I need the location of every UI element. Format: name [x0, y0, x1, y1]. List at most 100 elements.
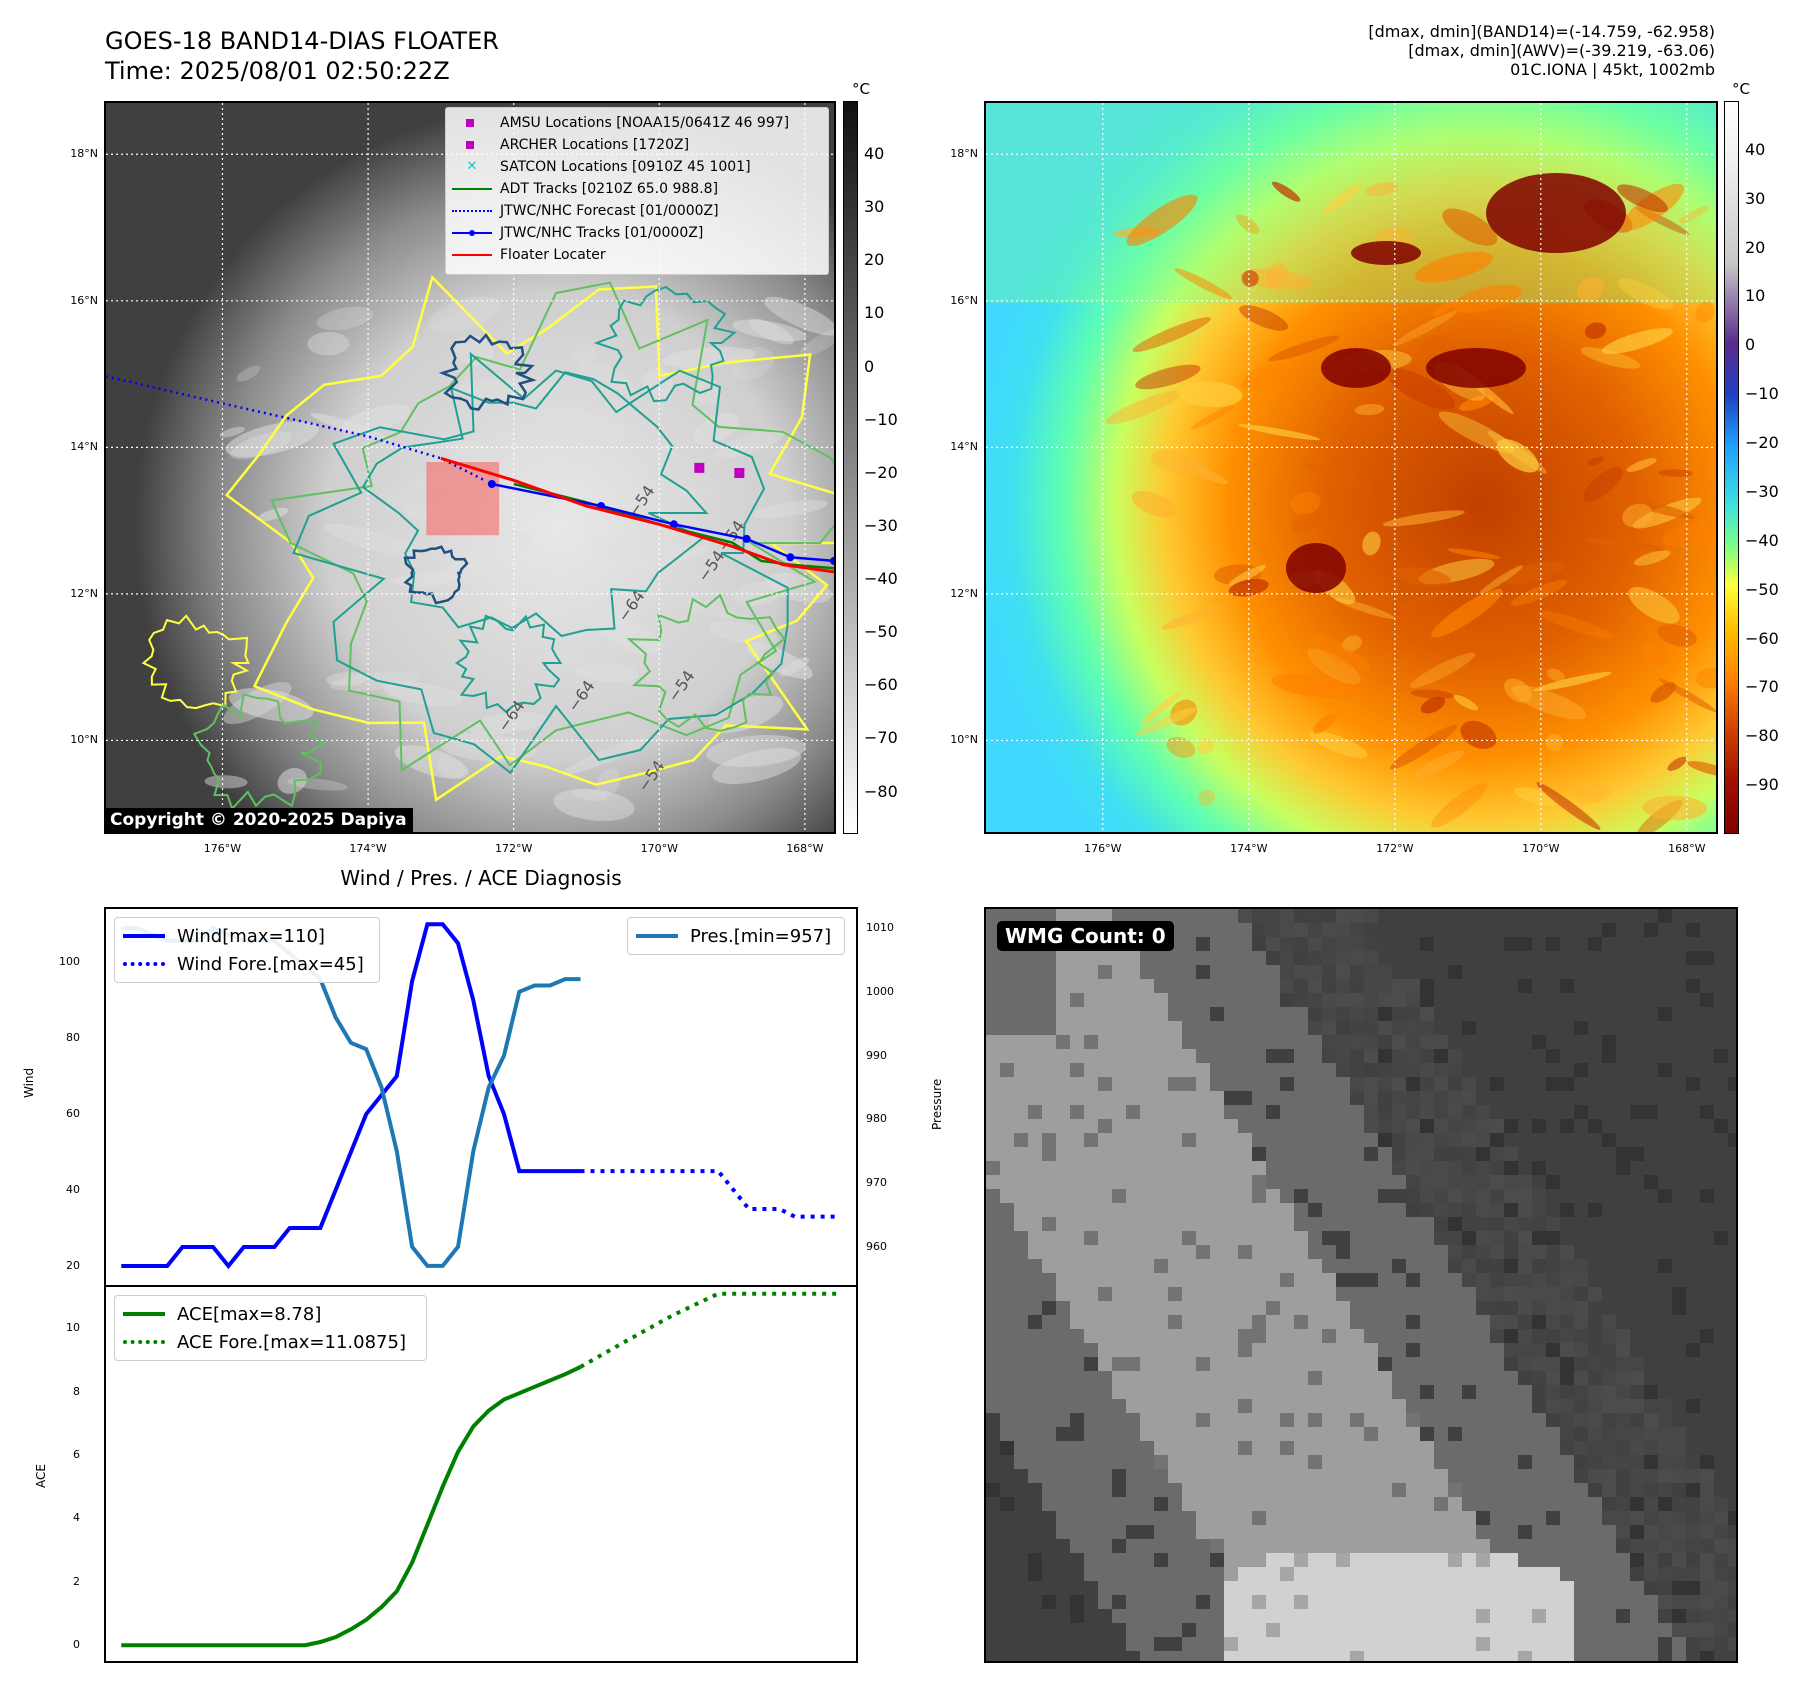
wmg-cell — [1420, 1203, 1434, 1217]
awv-texture — [1658, 469, 1693, 477]
wmg-cell — [1028, 1119, 1042, 1133]
wmg-cell — [1518, 1623, 1532, 1637]
wmg-cell — [986, 1413, 1000, 1427]
wmg-cell — [1504, 965, 1518, 979]
wmg-cell — [1294, 993, 1308, 1007]
wmg-cell — [1154, 979, 1168, 993]
wmg-cell — [1238, 1525, 1252, 1539]
wmg-cell — [1392, 1287, 1406, 1301]
wmg-cell — [1700, 1637, 1714, 1651]
wmg-cell — [1028, 1567, 1042, 1581]
wind-tick: 60 — [66, 1107, 80, 1121]
wmg-cell — [1266, 1007, 1280, 1021]
wmg-cell — [1308, 1301, 1322, 1315]
wmg-cell — [1210, 1315, 1224, 1329]
awv-texture — [1545, 734, 1564, 752]
wmg-cell — [1420, 1245, 1434, 1259]
wmg-cell — [1266, 951, 1280, 965]
wmg-cell — [1686, 1231, 1700, 1245]
wmg-cell — [1070, 965, 1084, 979]
wmg-cell — [1602, 1525, 1616, 1539]
wmg-cell — [1420, 1329, 1434, 1343]
wmg-cell — [1252, 1539, 1266, 1553]
wmg-cell — [1644, 1105, 1658, 1119]
wmg-cell — [1504, 1021, 1518, 1035]
wmg-cell — [1616, 1329, 1630, 1343]
wmg-cell — [1056, 1315, 1070, 1329]
wmg-cell — [1042, 1385, 1056, 1399]
wmg-cell — [1700, 1161, 1714, 1175]
wmg-cell — [1294, 965, 1308, 979]
wmg-cell — [1322, 1301, 1336, 1315]
wmg-cell — [1322, 1511, 1336, 1525]
wmg-cell — [1658, 1399, 1672, 1413]
wmg-cell — [1434, 1623, 1448, 1637]
wmg-cell — [1112, 1525, 1126, 1539]
wmg-cell — [1504, 979, 1518, 993]
wmg-cell — [1336, 1287, 1350, 1301]
wmg-cell — [1168, 965, 1182, 979]
wmg-cell — [1126, 1623, 1140, 1637]
wmg-cell — [1000, 1105, 1014, 1119]
wmg-cell — [1672, 1623, 1686, 1637]
wmg-cell — [1462, 1287, 1476, 1301]
wmg-cell — [1378, 1371, 1392, 1385]
wmg-cell — [1448, 1007, 1462, 1021]
wmg-cell — [1000, 1203, 1014, 1217]
wmg-cell — [1112, 993, 1126, 1007]
wmg-cell — [1042, 1623, 1056, 1637]
wmg-cell — [1588, 1595, 1602, 1609]
wmg-cell — [1644, 1525, 1658, 1539]
wmg-cell — [1490, 1427, 1504, 1441]
wmg-cell — [1686, 1525, 1700, 1539]
wmg-cell — [1574, 1343, 1588, 1357]
wmg-cell — [1350, 1455, 1364, 1469]
wmg-cell — [1182, 1455, 1196, 1469]
wmg-cell — [1168, 1609, 1182, 1623]
wmg-cell — [1602, 923, 1616, 937]
wmg-cell — [1490, 1175, 1504, 1189]
wmg-cell — [1700, 1259, 1714, 1273]
wmg-cell — [1378, 1091, 1392, 1105]
wmg-cell — [1378, 1133, 1392, 1147]
legend-jtwc-tracks: JTWC/NHC Tracks [01/0000Z] — [452, 222, 822, 244]
ir-cloud-texture — [553, 788, 635, 821]
wmg-cell — [1658, 1007, 1672, 1021]
wmg-cell — [1714, 1259, 1728, 1273]
wmg-cell — [1056, 1287, 1070, 1301]
wmg-cell — [1210, 951, 1224, 965]
awv-texture — [1228, 564, 1267, 586]
wmg-cell — [1028, 1091, 1042, 1105]
wmg-cell — [1210, 1007, 1224, 1021]
wmg-cell — [1686, 979, 1700, 993]
wmg-cell — [986, 1567, 1000, 1581]
wmg-cell — [1308, 1581, 1322, 1595]
wmg-cell — [1378, 1455, 1392, 1469]
wmg-cell — [1280, 1231, 1294, 1245]
wmg-cell — [1434, 1651, 1448, 1661]
wmg-cell — [1448, 1567, 1462, 1581]
wmg-cell — [1560, 1063, 1574, 1077]
wmg-cell — [1546, 993, 1560, 1007]
wmg-cell — [1238, 1105, 1252, 1119]
wmg-image — [986, 909, 1736, 1661]
wmg-cell — [1420, 993, 1434, 1007]
wmg-cell — [1322, 1343, 1336, 1357]
wmg-cell — [1546, 1455, 1560, 1469]
wmg-cell — [1378, 909, 1392, 923]
wmg-cell — [1686, 1595, 1700, 1609]
wmg-cell — [1728, 1273, 1736, 1287]
wmg-cell — [1658, 1413, 1672, 1427]
wmg-cell — [1672, 1021, 1686, 1035]
wmg-cell — [1728, 1343, 1736, 1357]
wmg-cell — [1714, 1077, 1728, 1091]
wmg-cell — [1168, 1525, 1182, 1539]
wmg-cell — [1014, 1231, 1028, 1245]
ir-cloud-texture — [225, 421, 319, 458]
wmg-cell — [1154, 1441, 1168, 1455]
wmg-cell — [1518, 1049, 1532, 1063]
ir-cloud-texture — [342, 404, 411, 434]
wmg-cell — [1658, 1273, 1672, 1287]
wmg-cell — [1210, 1539, 1224, 1553]
wmg-cell — [1126, 1105, 1140, 1119]
